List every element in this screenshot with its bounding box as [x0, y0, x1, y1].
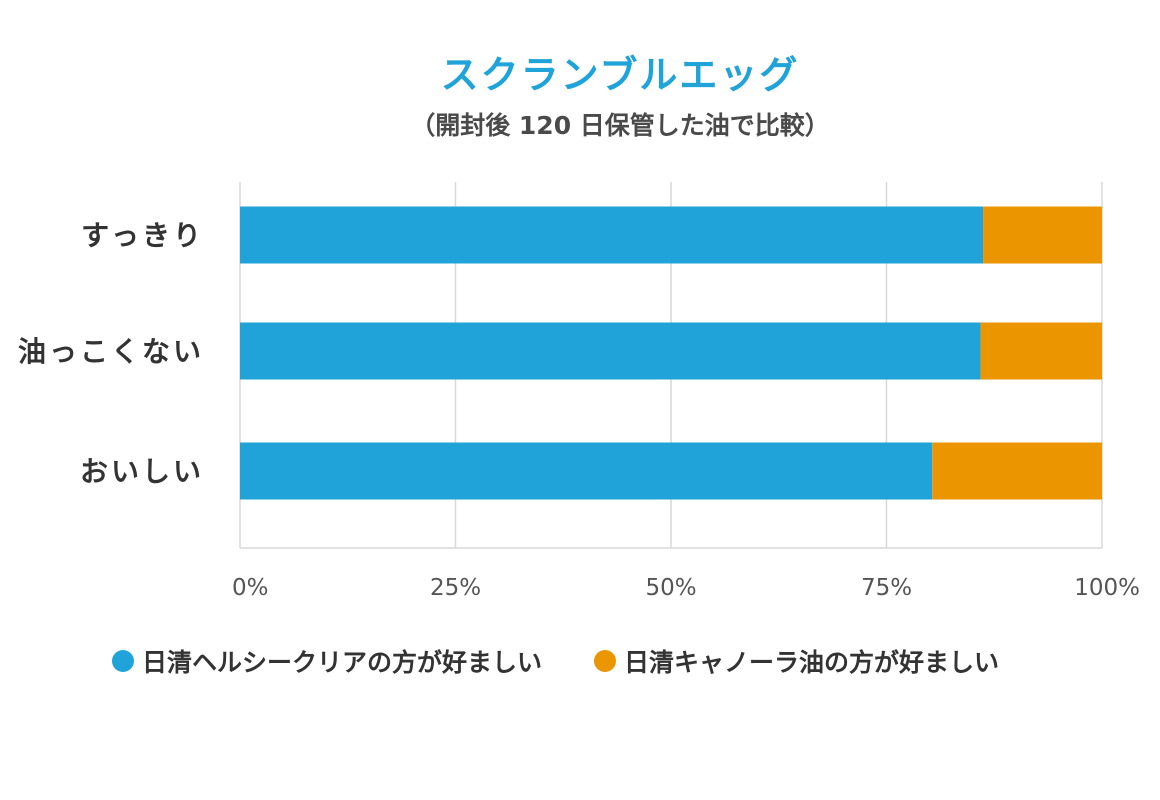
legend: 日清ヘルシークリアの方が好ましい 日清キャノーラ油の方が好ましい [112, 643, 999, 679]
bar-1-series-1 [980, 322, 1102, 380]
x-tick-label-0: 0% [232, 575, 269, 601]
bar-0-series-0 [240, 206, 984, 264]
category-label-2: おいしい [80, 455, 204, 488]
x-tick-label-2: 50% [645, 575, 696, 601]
bar-2-series-1 [932, 442, 1102, 500]
chart-subtitle: （開封後 120 日保管した油で比較） [410, 111, 830, 140]
legend-label-healthy-clear: 日清ヘルシークリアの方が好ましい [142, 648, 543, 677]
legend-swatch-healthy-clear [112, 650, 134, 672]
bar-0-series-1 [983, 206, 1102, 264]
legend-item-healthy-clear: 日清ヘルシークリアの方が好ましい [112, 643, 542, 679]
bar-1-series-0 [240, 322, 981, 380]
legend-item-canola: 日清キャノーラ油の方が好ましい [594, 643, 999, 679]
x-tick-label-1: 25% [430, 575, 481, 601]
x-tick-label-4: 100% [1074, 575, 1140, 601]
chart-title: スクランブルエッグ [440, 53, 800, 97]
legend-label-canola: 日清キャノーラ油の方が好ましい [624, 648, 1000, 677]
bar-2-series-0 [240, 442, 933, 500]
category-label-0: すっきり [81, 219, 204, 252]
legend-swatch-canola [594, 650, 617, 672]
x-tick-label-3: 75% [861, 575, 912, 601]
category-label-1: 油っこくない [18, 335, 204, 368]
